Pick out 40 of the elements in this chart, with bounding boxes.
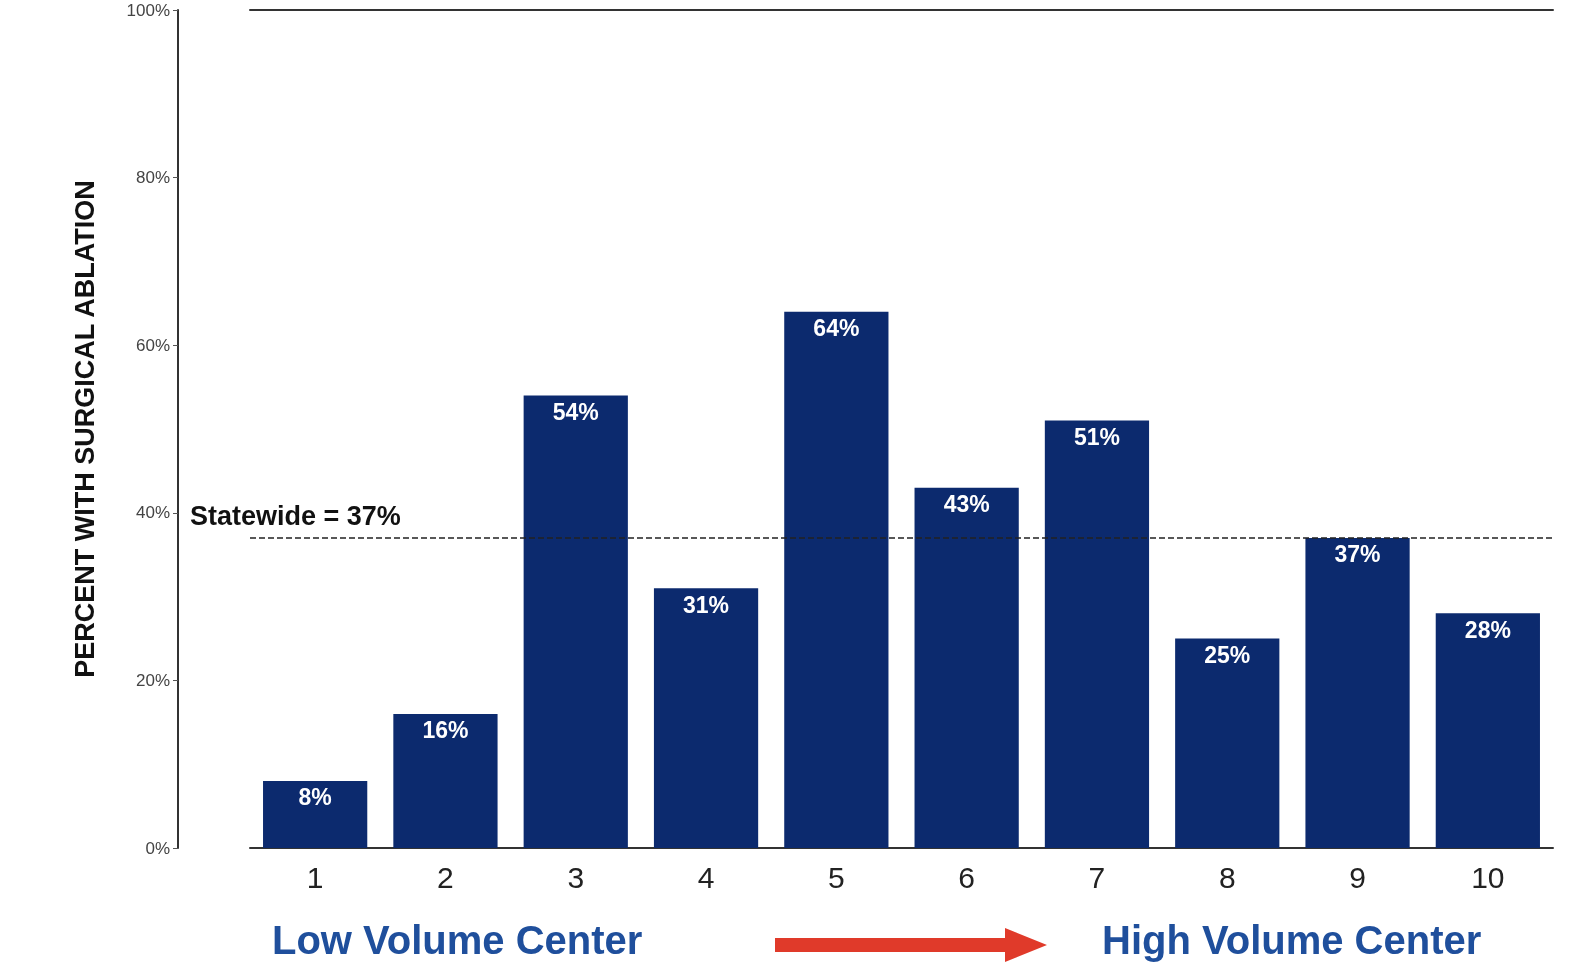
y-axis-title: PERCENT WITH SURGICAL ABLATION — [69, 180, 100, 678]
bar — [1175, 638, 1280, 848]
bar — [523, 395, 628, 848]
y-tick-label: 100% — [126, 0, 170, 20]
bar — [784, 311, 889, 848]
data-label: 25% — [1204, 642, 1251, 668]
text: High Volume Center — [1102, 918, 1482, 963]
data-label: 28% — [1464, 616, 1511, 643]
data-label: 51% — [1073, 424, 1120, 451]
y-tick-label: 0% — [145, 838, 170, 858]
bar — [263, 780, 368, 848]
x-tick-label: 8 — [1218, 860, 1236, 894]
bar — [393, 713, 498, 848]
x-tick-label: 1 — [306, 860, 324, 894]
y-tick-label: 80% — [135, 168, 170, 188]
bar — [1305, 537, 1410, 848]
ref-line-label: Statewide = 37% — [190, 501, 401, 532]
bar — [653, 588, 759, 848]
data-label: 43% — [943, 491, 990, 518]
x-tick-label: 10 — [1471, 860, 1505, 894]
bar — [1044, 420, 1150, 848]
text: Low Volume Center — [272, 918, 643, 963]
x-tick-label: 2 — [437, 860, 454, 894]
bar — [1435, 613, 1540, 848]
bar — [914, 487, 1019, 848]
x-tick-label: 5 — [828, 860, 845, 894]
data-label: 64% — [813, 315, 860, 342]
x-tick-label: 9 — [1349, 860, 1366, 894]
x-tick-label: 6 — [958, 860, 975, 894]
data-label: 37% — [1334, 541, 1381, 568]
x-tick-label: 4 — [697, 860, 715, 894]
x-tick-label: 3 — [567, 860, 585, 894]
data-label: 54% — [552, 398, 599, 425]
x-tick-label: 7 — [1088, 860, 1106, 894]
data-label: 16% — [422, 717, 469, 744]
y-tick-label: 20% — [135, 670, 170, 690]
data-label: 8% — [298, 784, 332, 811]
y-tick-label: 40% — [135, 503, 170, 523]
data-label: 31% — [683, 591, 730, 618]
y-tick-label: 60% — [135, 335, 170, 355]
